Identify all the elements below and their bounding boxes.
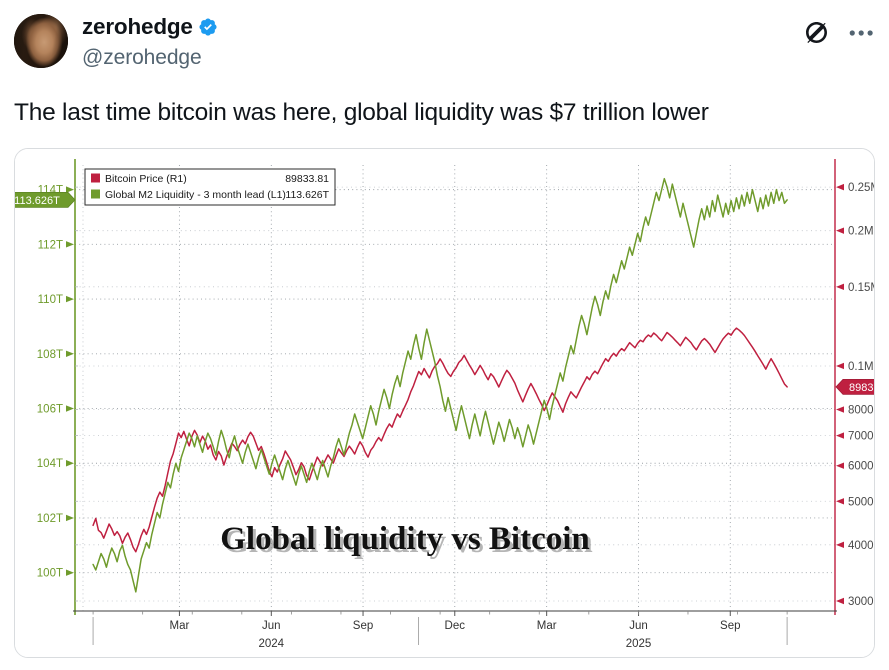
right-axis-tick-label: 60000 <box>848 461 874 473</box>
left-axis-tick-label: 108T <box>37 349 63 361</box>
chart-legend: Bitcoin Price (R1) 89833.81 Global M2 Liqu… <box>84 168 336 206</box>
tweet-text: The last time bitcoin was here, global l… <box>14 99 709 126</box>
x-axis-tick-label: Jun <box>629 620 648 632</box>
left-axis-tick-label: 110T <box>38 294 63 306</box>
legend-item-value: 113.626T <box>285 189 329 201</box>
x-axis-tick-label: Mar <box>170 620 190 632</box>
x-axis-tick-label: Sep <box>720 620 740 632</box>
avatar[interactable] <box>14 14 68 68</box>
right-axis-tick-label: 40000 <box>848 540 874 552</box>
chart-series <box>92 177 788 593</box>
right-axis-value-badge: 89833.81 <box>835 379 874 395</box>
x-axis-tick-label: Sep <box>353 620 373 632</box>
display-name-row: zerohedge <box>82 12 218 42</box>
left-axis-tick-label: 102T <box>37 513 63 525</box>
svg-text:Global liquidity vs Bitcoin: Global liquidity vs Bitcoin <box>223 524 593 560</box>
author-block[interactable]: zerohedge @zerohedge <box>82 12 218 72</box>
chart-value-badges: 113.626T 89833.81 <box>15 191 874 395</box>
more-options-icon[interactable] <box>849 22 875 44</box>
chart-legend-box: Bitcoin Price (R1) 89833.81 Global M2 Liqu… <box>84 168 336 206</box>
right-axis-tick-label: 70000 <box>848 431 874 443</box>
legend-item-value: 89833.81 <box>285 173 329 185</box>
right-axis-tick-label: 0.1M <box>848 361 874 373</box>
left-axis-value-badge-label: 113.626T <box>15 195 60 207</box>
chart-vertical-gridlines <box>178 165 731 611</box>
right-axis-tick-label: 0.25M <box>848 182 874 194</box>
right-axis-tick-label: 0.2M <box>848 226 874 238</box>
left-axis-tick-label: 112T <box>38 239 63 251</box>
x-axis-tick-label: Jun <box>262 620 281 632</box>
right-axis-value-badge-label: 89833.81 <box>849 382 874 394</box>
chart-series-line <box>92 327 788 553</box>
display-name[interactable]: zerohedge <box>82 14 193 39</box>
right-axis-tick-label: 0.15M <box>848 282 874 294</box>
avatar-image <box>14 14 68 68</box>
left-axis-value-badge: 113.626T <box>15 191 76 208</box>
left-axis-tick-label: 106T <box>37 404 63 416</box>
legend-item-label: Global M2 Liquidity - 3 month lead (L1) <box>105 189 286 201</box>
x-axis-tick-label: Mar <box>537 620 557 632</box>
header-actions <box>804 20 875 45</box>
tweet-header: zerohedge @zerohedge <box>14 12 875 74</box>
x-axis-year-label: 2025 <box>626 638 652 650</box>
chart-background <box>15 149 874 657</box>
chart-series-line <box>92 177 788 593</box>
chart-watermark-text: Global liquidity vs Bitcoin <box>220 521 590 557</box>
right-axis-tick-label: 30000 <box>848 596 874 608</box>
left-axis-tick-label: 104T <box>37 458 63 470</box>
verified-badge-icon <box>199 18 217 36</box>
x-axis-tick-label: Dec <box>445 620 466 632</box>
x-axis-year-label: 2024 <box>259 638 285 650</box>
grok-icon[interactable] <box>804 20 829 45</box>
handle[interactable]: @zerohedge <box>82 46 202 69</box>
left-axis-tick-label: 100T <box>37 568 63 580</box>
legend-item-label: Bitcoin Price (R1) <box>105 173 187 185</box>
right-axis-tick-label: 50000 <box>848 496 874 508</box>
chart-x-axis-labels: Mar Jun Sep Dec Mar Jun Sep 2024 2025 <box>92 611 788 650</box>
